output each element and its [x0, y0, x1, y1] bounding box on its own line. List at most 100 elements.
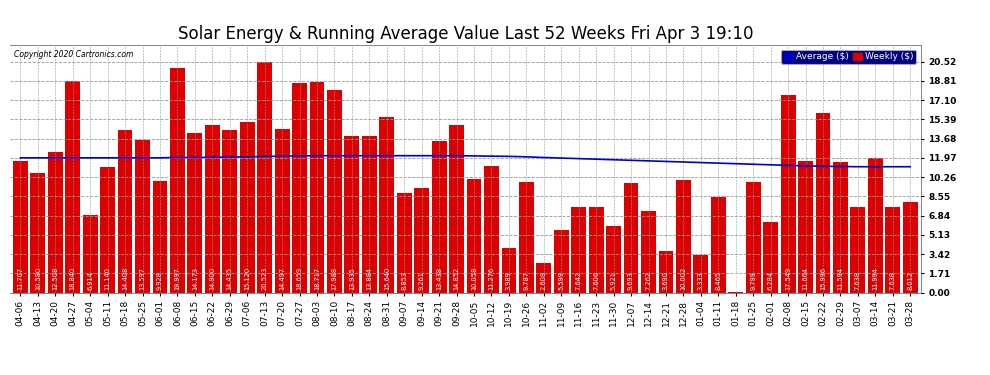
Text: 2.608: 2.608	[541, 271, 546, 290]
Text: 11.276: 11.276	[488, 267, 494, 290]
Bar	[205, 125, 220, 292]
Text: 9.928: 9.928	[157, 272, 163, 290]
Legend: Average ($), Weekly ($): Average ($), Weekly ($)	[781, 50, 916, 64]
Bar	[362, 136, 377, 292]
Bar	[537, 263, 551, 292]
Bar	[781, 95, 796, 292]
Bar	[310, 82, 325, 292]
Text: 5.921: 5.921	[611, 272, 617, 290]
Bar	[257, 62, 272, 292]
Text: 19.997: 19.997	[174, 267, 180, 290]
Text: 3.333: 3.333	[698, 272, 704, 290]
Bar	[414, 188, 429, 292]
Bar	[48, 152, 62, 292]
Bar	[170, 68, 185, 292]
Text: 7.606: 7.606	[593, 271, 599, 290]
Bar	[658, 251, 673, 292]
Text: 6.914: 6.914	[87, 272, 93, 290]
Bar	[763, 222, 778, 292]
Bar	[83, 215, 98, 292]
Text: Copyright 2020 Cartronics.com: Copyright 2020 Cartronics.com	[15, 50, 134, 59]
Bar	[711, 197, 726, 292]
Bar	[187, 133, 202, 292]
Text: 11.140: 11.140	[105, 267, 111, 290]
Text: 13.935: 13.935	[348, 267, 354, 290]
Text: 15.996: 15.996	[820, 267, 826, 290]
Text: 9.693: 9.693	[628, 272, 634, 290]
Bar	[484, 166, 499, 292]
Text: 0.008: 0.008	[733, 271, 739, 290]
Text: 11.994: 11.994	[872, 267, 878, 290]
Text: 14.435: 14.435	[227, 267, 233, 290]
Bar	[903, 202, 918, 292]
Title: Solar Energy & Running Average Value Last 52 Weeks Fri Apr 3 19:10: Solar Energy & Running Average Value Las…	[177, 26, 753, 44]
Text: 18.717: 18.717	[314, 267, 320, 290]
Bar	[553, 230, 568, 292]
Text: 13.438: 13.438	[437, 267, 443, 290]
Text: 13.597: 13.597	[140, 267, 146, 290]
Bar	[13, 161, 28, 292]
Text: 3.690: 3.690	[663, 272, 669, 290]
Bar	[223, 130, 238, 292]
Text: 14.497: 14.497	[279, 267, 285, 290]
Bar	[833, 162, 847, 292]
Text: 11.664: 11.664	[803, 267, 809, 290]
Text: 5.599: 5.599	[558, 272, 564, 290]
Text: 20.523: 20.523	[261, 267, 267, 290]
Text: 11.707: 11.707	[18, 267, 24, 290]
Bar	[292, 82, 307, 292]
Bar	[466, 179, 481, 292]
Bar	[240, 122, 254, 292]
Bar	[624, 183, 639, 292]
Text: 7.638: 7.638	[890, 271, 896, 290]
Bar	[31, 174, 46, 292]
Text: 15.120: 15.120	[245, 267, 250, 290]
Text: 10.058: 10.058	[471, 267, 477, 290]
Bar	[65, 81, 80, 292]
Bar	[152, 181, 167, 292]
Bar	[676, 180, 691, 292]
Text: 10.002: 10.002	[680, 267, 686, 290]
Text: 7.642: 7.642	[576, 271, 582, 290]
Text: 3.989: 3.989	[506, 272, 512, 290]
Text: 18.659: 18.659	[297, 267, 303, 290]
Bar	[432, 141, 446, 292]
Bar	[100, 167, 115, 292]
Bar	[118, 130, 133, 292]
Bar	[816, 112, 831, 292]
Bar	[449, 125, 464, 292]
Text: 17.549: 17.549	[785, 267, 791, 290]
Bar	[519, 182, 534, 292]
Bar	[798, 161, 813, 292]
Bar	[606, 226, 621, 292]
Text: 14.900: 14.900	[209, 267, 215, 290]
Text: 14.852: 14.852	[453, 267, 459, 290]
Text: 12.508: 12.508	[52, 267, 58, 290]
Bar	[397, 193, 412, 292]
Bar	[745, 182, 760, 292]
Text: 9.261: 9.261	[419, 272, 425, 290]
Text: 7.638: 7.638	[855, 271, 861, 290]
Bar	[868, 158, 883, 292]
Text: 9.799: 9.799	[750, 272, 756, 290]
Bar	[571, 207, 586, 292]
Bar	[379, 117, 394, 292]
Text: 13.884: 13.884	[366, 267, 372, 290]
Text: 15.640: 15.640	[384, 267, 390, 290]
Text: 14.173: 14.173	[192, 267, 198, 290]
Bar	[642, 211, 656, 292]
Text: 7.262: 7.262	[645, 271, 651, 290]
Text: 8.012: 8.012	[907, 271, 913, 290]
Text: 8.465: 8.465	[716, 271, 722, 290]
Text: 8.853: 8.853	[401, 271, 407, 290]
Text: 9.787: 9.787	[524, 271, 530, 290]
Bar	[885, 207, 900, 292]
Bar	[850, 207, 865, 292]
Bar	[693, 255, 708, 292]
Text: 18.840: 18.840	[69, 267, 75, 290]
Text: 17.988: 17.988	[332, 267, 338, 290]
Text: 14.408: 14.408	[122, 267, 128, 290]
Bar	[274, 129, 289, 292]
Bar	[589, 207, 604, 292]
Text: 6.284: 6.284	[767, 271, 773, 290]
